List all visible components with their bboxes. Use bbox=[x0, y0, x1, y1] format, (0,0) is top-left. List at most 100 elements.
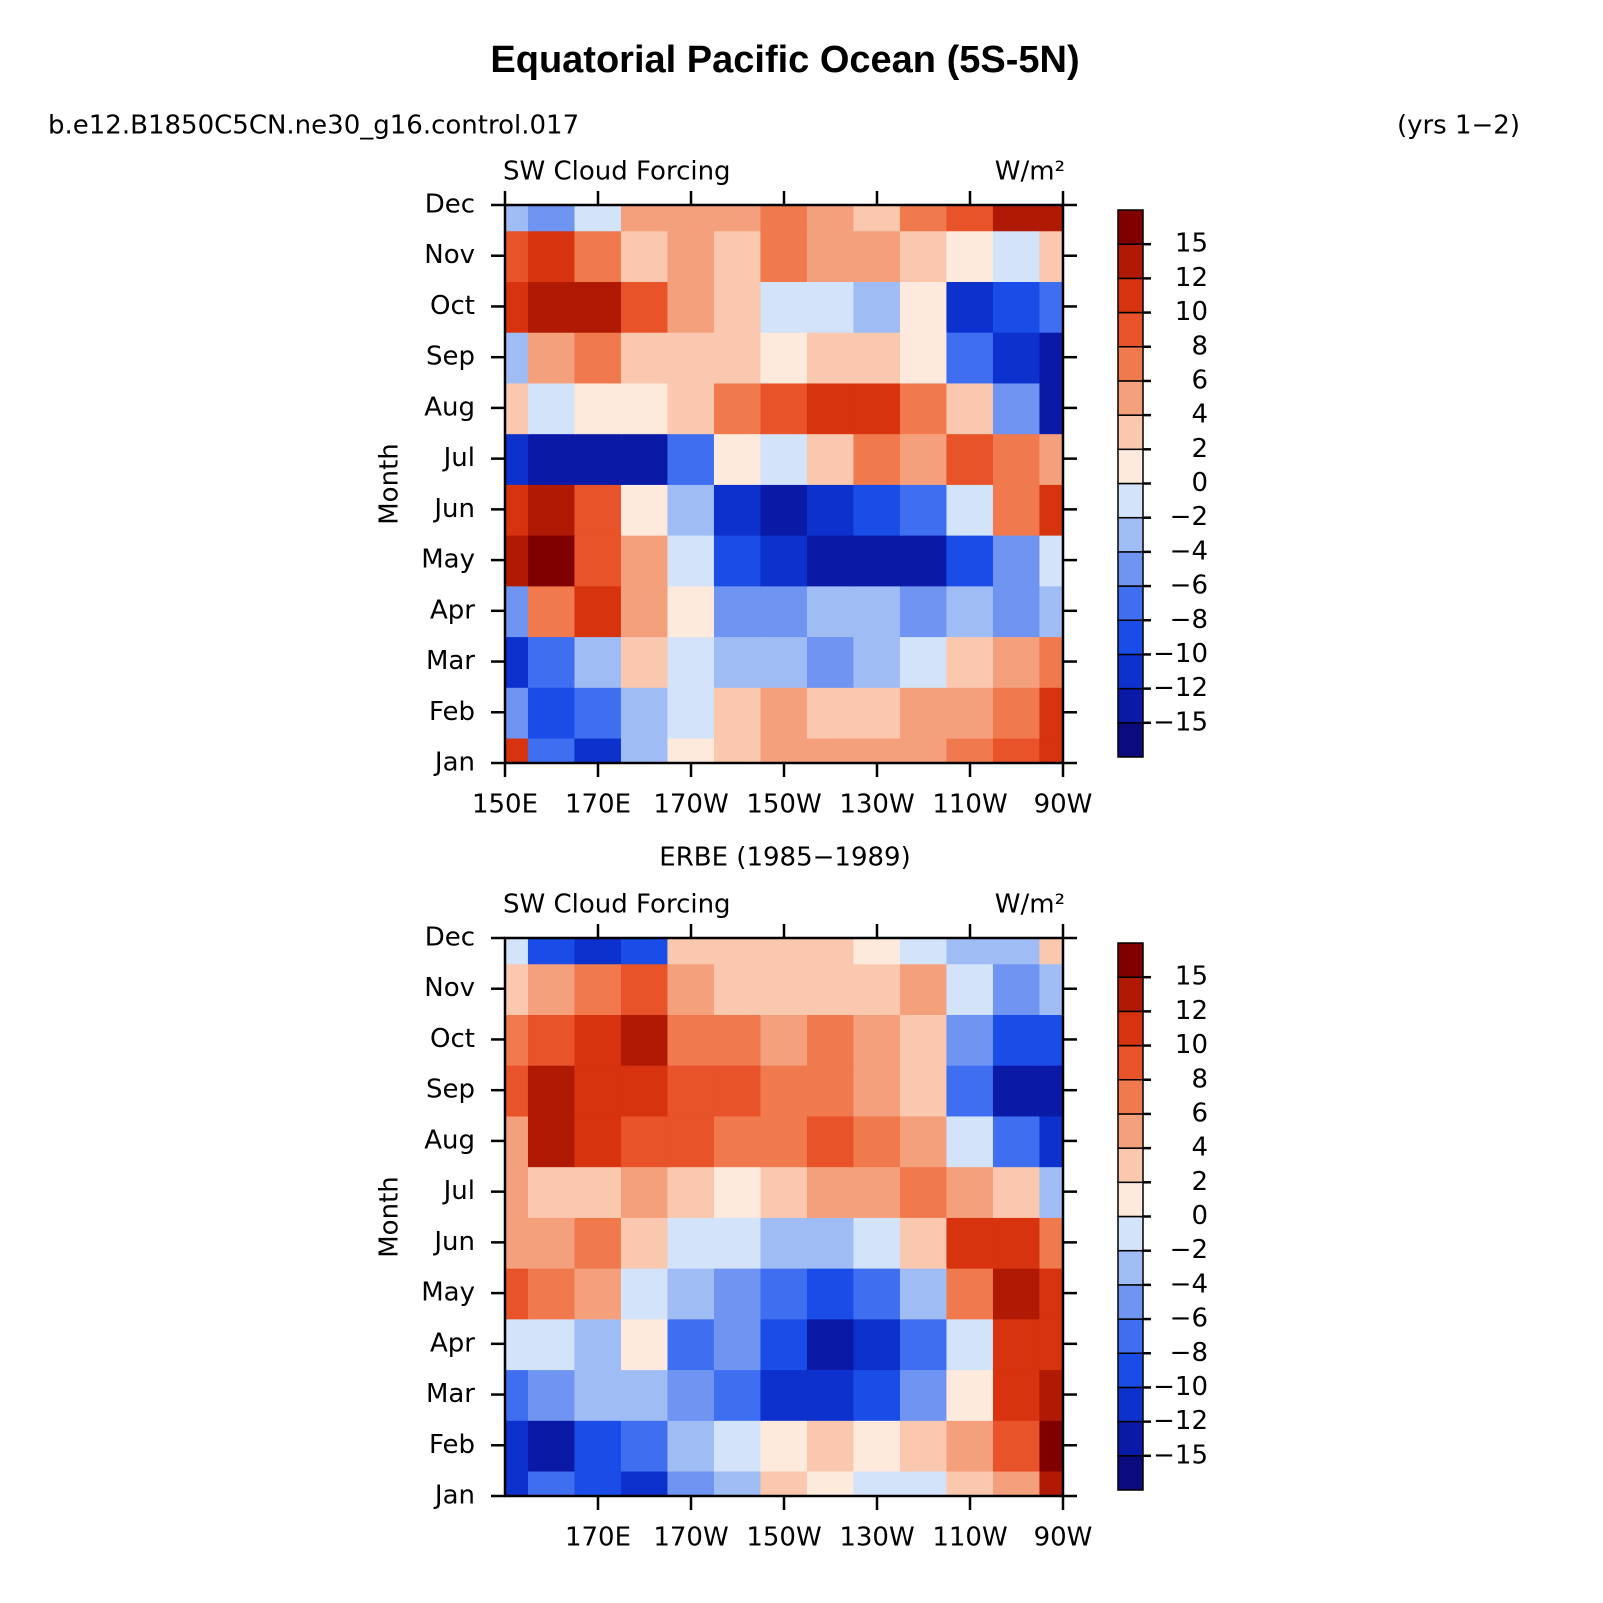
y-tick-label: Jun bbox=[432, 1227, 475, 1257]
contour-cell bbox=[760, 1470, 809, 1497]
y-tick-label: Jan bbox=[433, 1481, 475, 1511]
contour-cell bbox=[899, 686, 948, 739]
contour-cell bbox=[504, 737, 530, 764]
colorbar-label: 15 bbox=[1175, 229, 1208, 259]
contour-cell bbox=[1039, 1470, 1064, 1497]
contour-cell bbox=[620, 1368, 669, 1421]
colorbar-box bbox=[1117, 1044, 1144, 1081]
contour-cell bbox=[574, 585, 623, 638]
contour-cell bbox=[620, 204, 669, 232]
contour-cell bbox=[806, 382, 855, 435]
contour-cell bbox=[620, 963, 669, 1015]
contour-cell bbox=[992, 585, 1041, 638]
contour-cell bbox=[899, 1318, 948, 1371]
contour-cell bbox=[899, 382, 948, 435]
contour-cell bbox=[527, 534, 576, 587]
contour-cell bbox=[760, 280, 809, 333]
contour-cell bbox=[574, 963, 623, 1015]
contour-cell bbox=[713, 483, 762, 536]
colorbar-label: 10 bbox=[1175, 1030, 1208, 1060]
contour-cell bbox=[527, 1013, 576, 1066]
contour-cell bbox=[806, 1419, 855, 1472]
contour-cell bbox=[992, 1267, 1041, 1320]
x-tick-label: 90W bbox=[1034, 1523, 1093, 1553]
colorbar-box bbox=[1117, 448, 1144, 485]
x-tick-label: 170E bbox=[565, 1523, 631, 1553]
contour-cell bbox=[713, 1165, 762, 1218]
contour-cell bbox=[806, 585, 855, 638]
y-tick-label: Aug bbox=[424, 1125, 475, 1155]
contour-cell bbox=[667, 1318, 716, 1371]
contour-cell bbox=[899, 534, 948, 587]
contour-cell bbox=[760, 1064, 809, 1117]
contour-cell bbox=[899, 1064, 948, 1117]
contour-cell bbox=[713, 204, 762, 232]
contour-cell bbox=[946, 1419, 995, 1472]
contour-cell bbox=[1039, 737, 1064, 764]
contour-cell bbox=[992, 280, 1041, 333]
case-name: b.e12.B1850C5CN.ne30_g16.control.017 bbox=[48, 111, 579, 141]
contour-cell bbox=[992, 937, 1041, 965]
colorbar-label: −8 bbox=[1170, 1338, 1208, 1368]
contour-cell bbox=[574, 1216, 623, 1269]
contour-cell bbox=[992, 1368, 1041, 1421]
contour-cell bbox=[899, 1165, 948, 1218]
colorbar-box bbox=[1117, 277, 1144, 314]
y-tick-label: Mar bbox=[426, 646, 475, 676]
colorbar-label: 12 bbox=[1175, 263, 1208, 293]
x-tick-label: 170W bbox=[653, 790, 728, 820]
contour-cell bbox=[574, 280, 623, 333]
contour-cell bbox=[853, 1013, 902, 1066]
colorbar-label: −4 bbox=[1170, 1269, 1208, 1299]
contour-cell bbox=[946, 1267, 995, 1320]
contour-cell bbox=[667, 686, 716, 739]
contour-cell bbox=[667, 534, 716, 587]
contour-cell bbox=[574, 534, 623, 587]
contour-cell bbox=[1039, 534, 1064, 587]
contour-cell bbox=[760, 1368, 809, 1421]
contour-cell bbox=[667, 382, 716, 435]
contour-cell bbox=[504, 432, 530, 485]
left-string: SW Cloud Forcing bbox=[503, 890, 731, 920]
contour-cell bbox=[992, 204, 1041, 232]
contour-cell bbox=[667, 737, 716, 764]
contour-cell bbox=[527, 1419, 576, 1472]
contour-cell bbox=[760, 1216, 809, 1269]
colorbar-box bbox=[1117, 1455, 1144, 1491]
contour-cell bbox=[992, 963, 1041, 1015]
contour-cell bbox=[992, 382, 1041, 435]
contour-cell bbox=[1039, 1165, 1064, 1218]
contour-cell bbox=[899, 432, 948, 485]
contour-cell bbox=[713, 1267, 762, 1320]
contour-cell bbox=[574, 1470, 623, 1497]
contour-cell bbox=[853, 230, 902, 282]
contour-cell bbox=[946, 686, 995, 739]
colorbar-box bbox=[1117, 1181, 1144, 1218]
contour-cell bbox=[527, 686, 576, 739]
contour-cell bbox=[667, 585, 716, 638]
contour-cell bbox=[806, 1470, 855, 1497]
colorbar-box bbox=[1117, 687, 1144, 724]
contour-cell bbox=[853, 1318, 902, 1371]
contour-cell bbox=[1039, 382, 1064, 435]
contour-cell bbox=[1039, 1013, 1064, 1066]
contour-cell bbox=[899, 737, 948, 764]
contour-cell bbox=[946, 382, 995, 435]
y-tick-label: Jul bbox=[442, 1176, 475, 1206]
contour-cell bbox=[504, 1267, 530, 1320]
x-tick-label: 90W bbox=[1034, 790, 1093, 820]
contour-cell bbox=[527, 331, 576, 384]
x-tick-label: 150W bbox=[746, 790, 821, 820]
contour-cell bbox=[899, 585, 948, 638]
contour-cell bbox=[1039, 432, 1064, 485]
contour-cell bbox=[1039, 230, 1064, 282]
contour-cell bbox=[574, 1318, 623, 1371]
colorbar-box bbox=[1117, 1352, 1144, 1389]
contour-cell bbox=[504, 1115, 530, 1168]
contour-cell bbox=[620, 483, 669, 536]
contour-cell bbox=[806, 1165, 855, 1218]
contour-cell bbox=[713, 963, 762, 1015]
contour-cell bbox=[713, 1419, 762, 1472]
contour-cell bbox=[992, 1216, 1041, 1269]
contour-cell bbox=[620, 432, 669, 485]
